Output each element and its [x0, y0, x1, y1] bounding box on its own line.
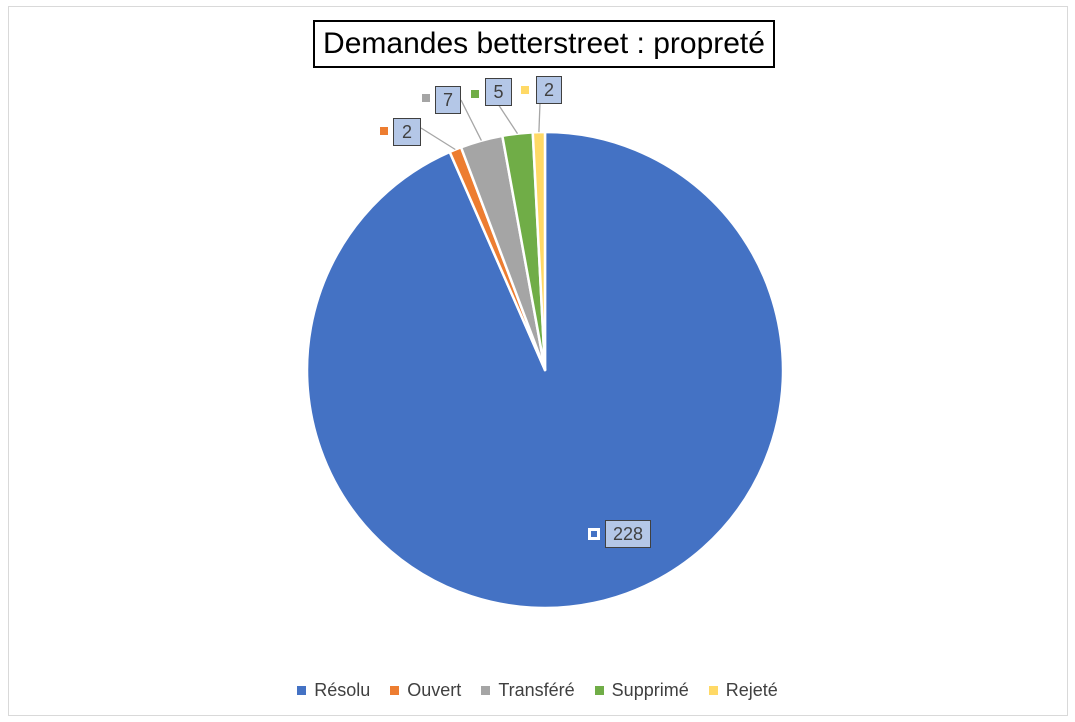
legend-label-supprime: Supprimé: [611, 680, 689, 700]
legend-item-supprime: Supprimé: [594, 680, 689, 701]
leader-line-ouvert: [420, 127, 456, 151]
legend-item-rejete: Rejeté: [708, 680, 778, 701]
legend-label-ouvert: Ouvert: [407, 680, 462, 700]
data-label-ouvert: 2: [393, 118, 421, 146]
legend-swatch-supprime: [594, 686, 604, 695]
leader-lines: [420, 99, 541, 151]
legend-swatch-ouvert: [390, 686, 400, 695]
data-label-resolu: 228: [605, 520, 651, 548]
legend-label-transfere: Transféré: [498, 680, 575, 700]
label-key-ouvert: [380, 127, 388, 135]
legend-label-rejete: Rejeté: [725, 680, 778, 700]
label-key-transfere: [422, 94, 430, 102]
leader-line-rejete: [538, 102, 541, 133]
legend: Résolu Ouvert Transféré Supprimé Rejeté: [0, 680, 1075, 701]
leader-line-transfere: [460, 99, 482, 141]
legend-label-resolu: Résolu: [314, 680, 371, 700]
legend-item-ouvert: Ouvert: [390, 680, 461, 701]
pie-slices: [305, 130, 785, 610]
chart-title: Demandes betterstreet : propreté: [313, 20, 775, 68]
label-key-resolu: [588, 528, 600, 540]
data-label-rejete: 2: [536, 76, 562, 104]
label-key-supprime: [471, 90, 479, 98]
legend-swatch-transfere: [481, 686, 491, 695]
data-label-transfere: 7: [435, 86, 461, 114]
legend-item-transfere: Transféré: [481, 680, 575, 701]
legend-swatch-resolu: [297, 686, 307, 695]
legend-item-resolu: Résolu: [297, 680, 370, 701]
leader-line-supprime: [497, 103, 519, 134]
label-key-rejete: [521, 86, 529, 94]
data-label-supprime: 5: [485, 78, 512, 106]
legend-swatch-rejete: [708, 686, 718, 695]
